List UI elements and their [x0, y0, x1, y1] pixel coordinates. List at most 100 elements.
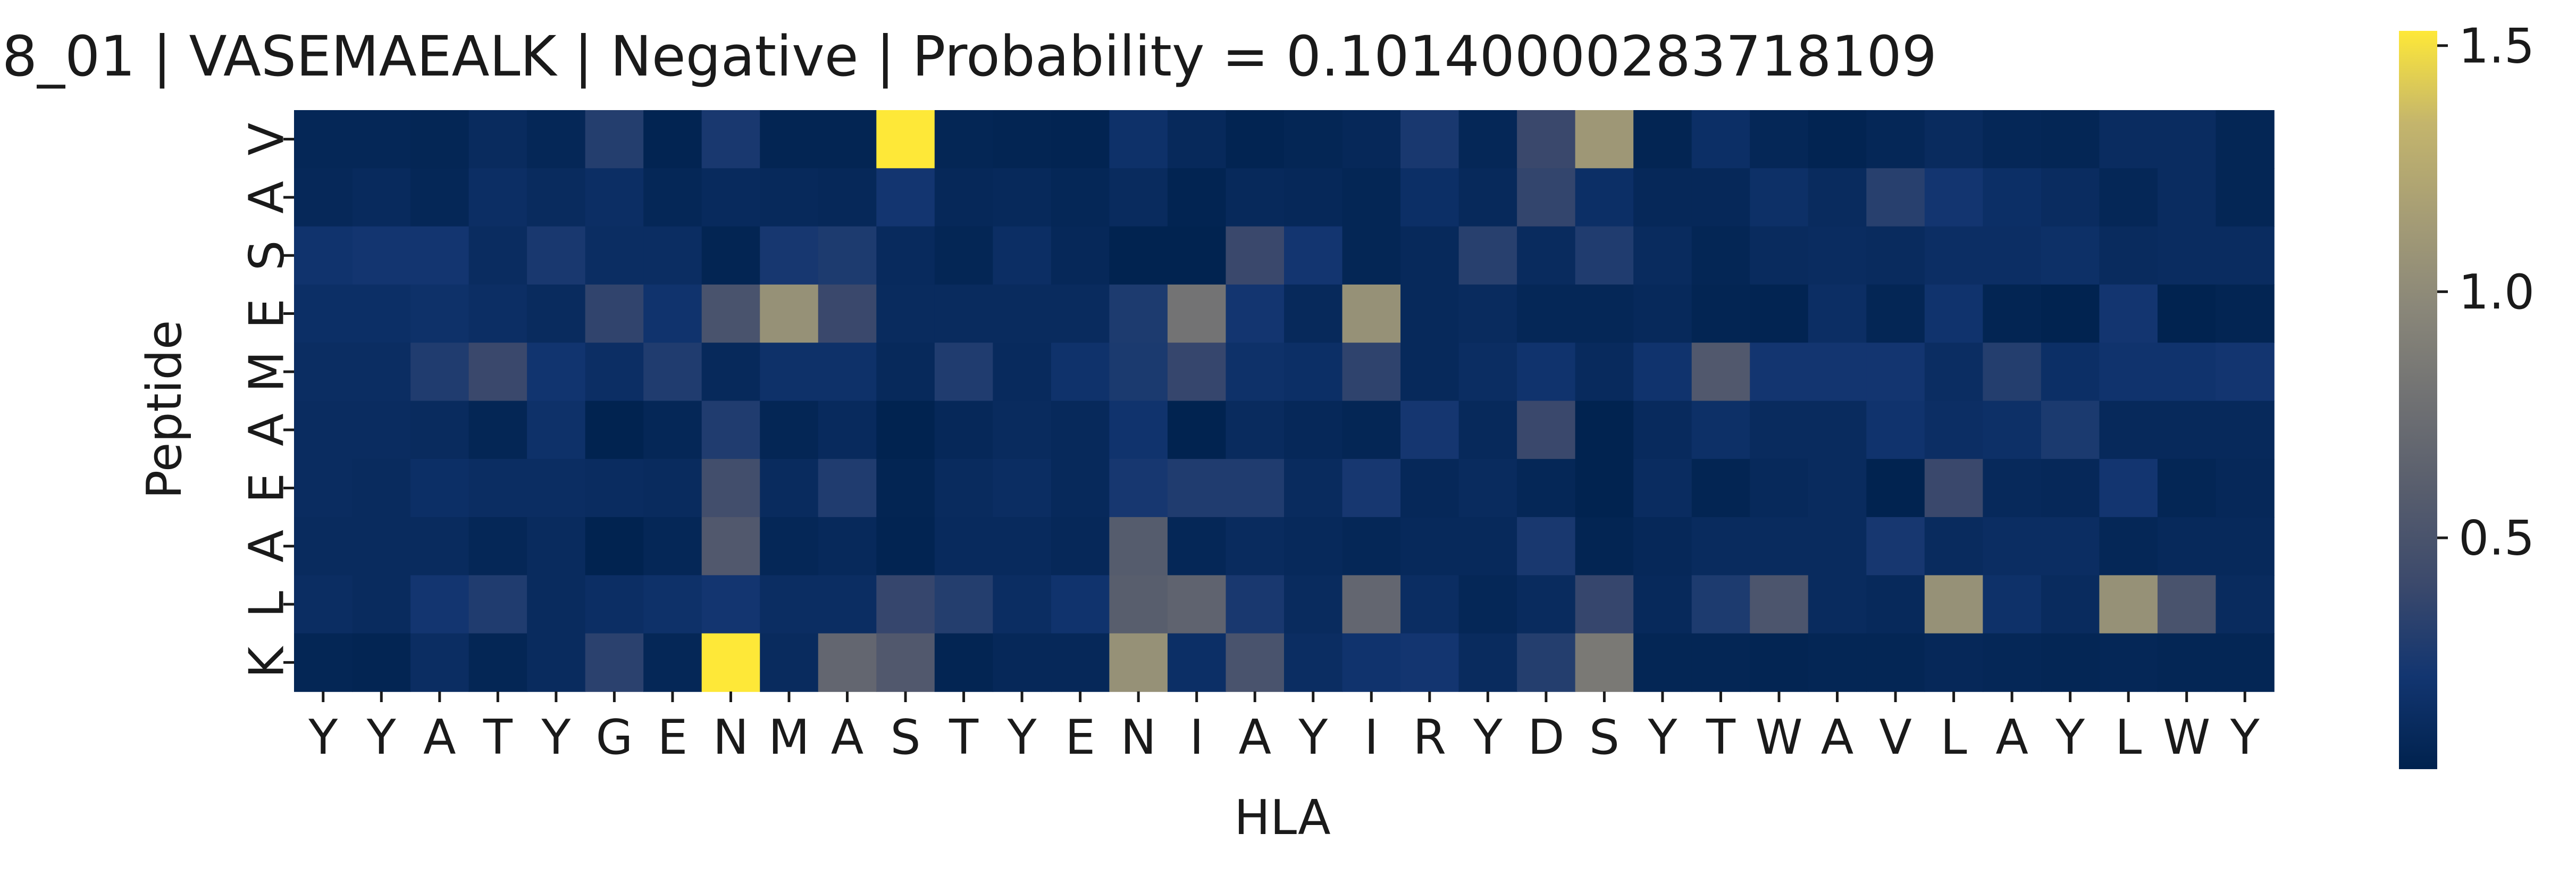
heatmap-cell: [1167, 284, 1227, 343]
heatmap-cell: [1691, 401, 1751, 460]
heatmap-cell: [1691, 343, 1751, 402]
heatmap-cell: [410, 284, 469, 343]
colorbar-tick-label: 1.0: [2458, 264, 2535, 320]
heatmap-cell: [527, 110, 586, 169]
heatmap-cell: [993, 284, 1052, 343]
heatmap-cell: [2157, 110, 2217, 169]
y-tick-label: S: [239, 240, 295, 271]
heatmap-cell: [1633, 517, 1692, 576]
heatmap-cell: [1924, 343, 1984, 402]
x-tick-label: G: [596, 710, 633, 765]
heatmap-cell: [1808, 343, 1867, 402]
heatmap-cell: [1458, 168, 1517, 227]
heatmap-cell: [1051, 517, 1110, 576]
heatmap-cell: [2041, 575, 2100, 634]
heatmap-cell: [2099, 284, 2158, 343]
x-tick-label: T: [949, 710, 979, 765]
heatmap-cell: [2041, 401, 2100, 460]
heatmap-cell: [1983, 110, 2042, 169]
heatmap-cell: [1517, 343, 1576, 402]
heatmap-cell: [1808, 517, 1867, 576]
heatmap-cell: [2099, 459, 2158, 518]
heatmap-cell: [1109, 459, 1168, 518]
heatmap-cell: [818, 575, 877, 634]
heatmap-cell: [1750, 343, 1809, 402]
heatmap-cell: [527, 517, 586, 576]
heatmap-cell: [1051, 575, 1110, 634]
heatmap-cell: [1633, 110, 1692, 169]
heatmap-cell: [585, 284, 644, 343]
heatmap-cell: [1575, 343, 1634, 402]
heatmap-cell: [1983, 284, 2042, 343]
heatmap-cell: [643, 575, 702, 634]
heatmap-cell: [701, 168, 761, 227]
heatmap-cell: [1750, 110, 1809, 169]
heatmap-cell: [1400, 459, 1459, 518]
heatmap-cell: [1691, 633, 1751, 692]
heatmap-cell: [1284, 168, 1343, 227]
heatmap-cell: [1633, 575, 1692, 634]
x-tick-label: E: [658, 710, 688, 765]
heatmap-cell: [1167, 110, 1227, 169]
x-tick-label: W: [2163, 710, 2210, 765]
heatmap-cell: [1284, 343, 1343, 402]
heatmap-cell: [993, 459, 1052, 518]
heatmap-cell: [2099, 633, 2158, 692]
heatmap-cell: [701, 343, 761, 402]
heatmap-cell: [876, 343, 935, 402]
x-tick-label: L: [2115, 710, 2142, 765]
heatmap-cell: [2041, 226, 2100, 285]
heatmap-cell: [1226, 517, 1285, 576]
heatmap-cell: [818, 226, 877, 285]
heatmap-cell: [1808, 575, 1867, 634]
heatmap-cell: [1051, 284, 1110, 343]
heatmap-cell: [468, 401, 527, 460]
heatmap-cell: [1691, 575, 1751, 634]
heatmap-cell: [1400, 401, 1459, 460]
heatmap-cell: [1691, 226, 1751, 285]
heatmap-cell: [352, 517, 411, 576]
heatmap-cell: [1866, 168, 1925, 227]
x-tick-label: Y: [1007, 710, 1037, 765]
heatmap-cell: [1226, 168, 1285, 227]
heatmap-cell: [2157, 284, 2217, 343]
heatmap-cell: [1633, 226, 1692, 285]
heatmap-cell: [818, 633, 877, 692]
heatmap-cell: [1866, 459, 1925, 518]
heatmap-cell: [760, 110, 819, 169]
heatmap-cell: [527, 575, 586, 634]
heatmap-cell: [1517, 575, 1576, 634]
heatmap-cells: [294, 110, 2275, 692]
heatmap-cell: [1051, 459, 1110, 518]
heatmap-cell: [2041, 110, 2100, 169]
heatmap-cell: [1924, 517, 1984, 576]
x-tick-label: Y: [541, 710, 571, 765]
heatmap-cell: [468, 226, 527, 285]
heatmap-cell: [410, 517, 469, 576]
heatmap-cell: [1633, 168, 1692, 227]
heatmap-cell: [1051, 110, 1110, 169]
heatmap-cell: [1633, 343, 1692, 402]
heatmap-cell: [1575, 575, 1634, 634]
heatmap-cell: [2157, 517, 2217, 576]
x-tick-label: Y: [308, 710, 338, 765]
colorbar-tick-label: 1.5: [2458, 18, 2535, 74]
heatmap-cell: [1458, 517, 1517, 576]
heatmap-cell: [876, 575, 935, 634]
heatmap-cell: [1866, 226, 1925, 285]
heatmap-cell: [1924, 459, 1984, 518]
heatmap-cell: [701, 110, 761, 169]
heatmap-cell: [1808, 459, 1867, 518]
heatmap-cell: [2099, 517, 2158, 576]
y-tick-label: A: [239, 181, 295, 214]
heatmap-cell: [993, 226, 1052, 285]
heatmap-cell: [643, 459, 702, 518]
heatmap-cell: [934, 226, 994, 285]
heatmap-cell: [760, 633, 819, 692]
heatmap-cell: [993, 343, 1052, 402]
heatmap-cell: [2216, 284, 2275, 343]
heatmap-cell: [1691, 168, 1751, 227]
heatmap-cell: [468, 168, 527, 227]
heatmap-cell: [643, 343, 702, 402]
heatmap-cell: [1284, 401, 1343, 460]
